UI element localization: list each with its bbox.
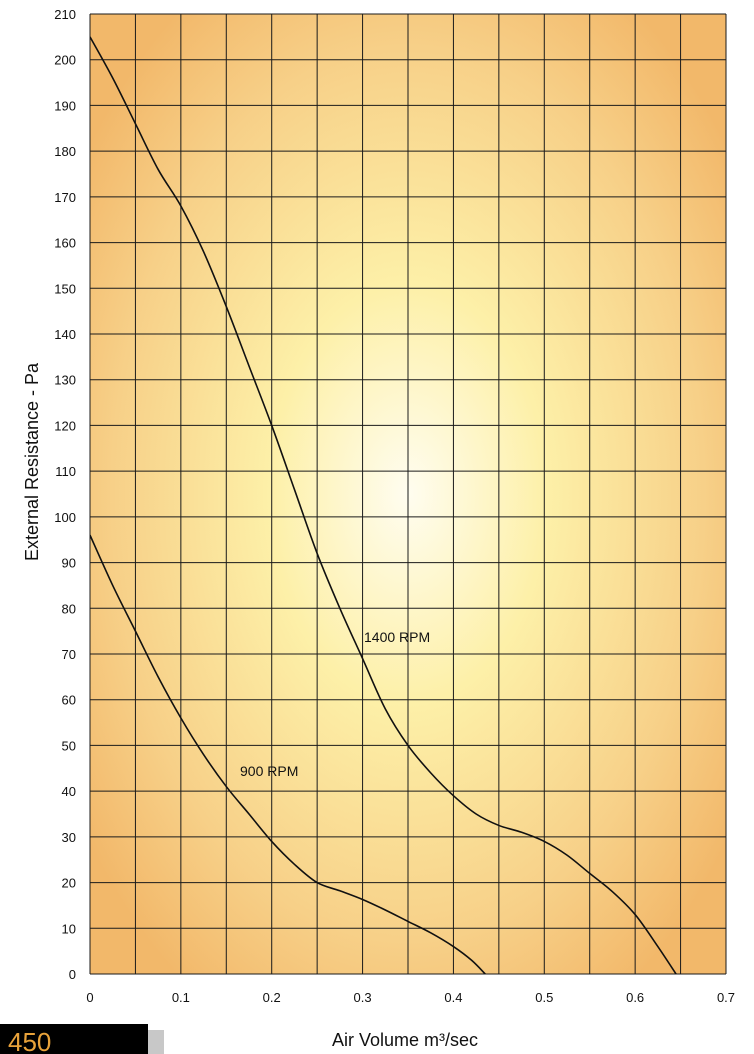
y-tick-label: 60 [62, 693, 76, 708]
curve-label-900-rpm: 900 RPM [240, 763, 298, 779]
y-tick-labels: 0 10 20 30 40 50 60 70 80 90 100 110 120 130 140 150 160… [54, 7, 76, 982]
y-tick-label: 160 [54, 236, 76, 251]
x-tick-label: 0.7 [717, 990, 735, 1005]
x-tick-label: 0.6 [626, 990, 644, 1005]
curve-label-1400-rpm: 1400 RPM [364, 629, 430, 645]
x-tick-label: 0.1 [172, 990, 190, 1005]
y-tick-label: 150 [54, 281, 76, 296]
y-tick-label: 90 [62, 556, 76, 571]
series-line-900-rpm [90, 534, 486, 974]
y-tick-label: 70 [62, 647, 76, 662]
y-tick-label: 180 [54, 144, 76, 159]
y-tick-label: 30 [62, 830, 76, 845]
x-tick-label: 0.3 [354, 990, 372, 1005]
x-tick-labels: 0 0.1 0.2 0.3 0.4 0.5 0.6 0.7 [86, 990, 735, 1005]
y-tick-label: 110 [55, 464, 76, 479]
y-tick-label: 10 [62, 921, 76, 936]
x-axis-title: Air Volume m³/sec [332, 1030, 478, 1050]
y-tick-label: 140 [54, 327, 76, 342]
y-tick-label: 80 [62, 601, 76, 616]
y-tick-label: 210 [54, 7, 76, 22]
y-tick-label: 50 [62, 738, 76, 753]
y-tick-label: 40 [62, 784, 76, 799]
y-axis-title: External Resistance - Pa [22, 362, 42, 561]
x-tick-label: 0 [86, 990, 93, 1005]
x-tick-label: 0.4 [444, 990, 462, 1005]
curves [90, 36, 677, 974]
y-tick-label: 130 [54, 373, 76, 388]
page-number-box: 450 [0, 1024, 148, 1054]
y-tick-label: 200 [54, 53, 76, 68]
y-tick-label: 170 [54, 190, 76, 205]
y-tick-label: 190 [54, 98, 76, 113]
y-tick-label: 20 [62, 876, 76, 891]
y-tick-label: 120 [54, 418, 76, 433]
y-tick-label: 100 [54, 510, 76, 525]
x-tick-label: 0.5 [535, 990, 553, 1005]
page-number-shadow [148, 1030, 164, 1054]
page-number: 450 [8, 1027, 52, 1054]
grid [89, 13, 727, 975]
x-tick-label: 0.2 [263, 990, 281, 1005]
series-line-1400-rpm [90, 36, 677, 974]
y-tick-label: 0 [69, 967, 76, 982]
